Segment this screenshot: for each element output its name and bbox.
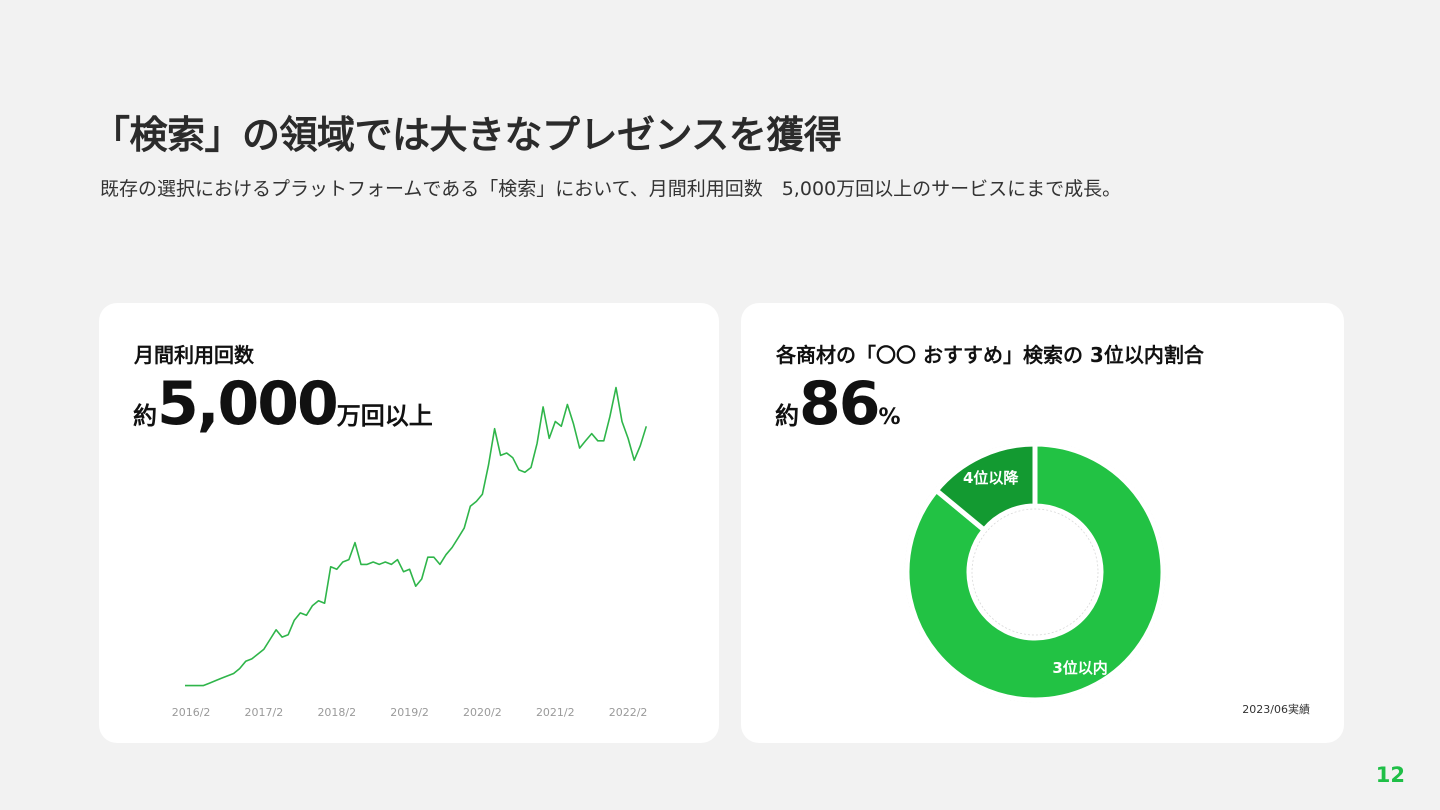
top3-share-card: 各商材の「〇〇 おすすめ」検索の 3位以内割合 約86% 3位以内 4位以降 20…: [741, 303, 1344, 743]
top3-share-figure: 約86%: [775, 369, 901, 439]
monthly-usage-figure: 約5,000万回以上: [133, 369, 433, 439]
donut-slice-label: 4位以降: [963, 469, 1019, 487]
donut-slice-top3: [904, 441, 1166, 703]
monthly-usage-number: 5,000: [157, 369, 339, 439]
approx-prefix: 約: [775, 402, 799, 430]
approx-prefix: 約: [133, 402, 157, 430]
top3-share-donut-chart: 3位以内 4位以降: [904, 441, 1166, 703]
usage-series-line: [185, 386, 648, 687]
monthly-usage-line-chart: 2016/2 2017/2 2018/2 2019/2 2020/2 2021/2 2022…: [172, 386, 648, 719]
donut-slice-rank4-below: [932, 441, 1038, 534]
data-period-note: 2023/06実績: [1242, 703, 1310, 716]
monthly-usage-unit: 万回以上: [336, 402, 433, 430]
page-title: 「検索」の領域では大きなプレゼンスを獲得: [92, 113, 842, 157]
x-tick-label: 2017/2: [245, 706, 284, 719]
x-tick-label: 2018/2: [317, 706, 356, 719]
top3-share-label: 各商材の「〇〇 おすすめ」検索の 3位以内割合: [776, 343, 1204, 367]
x-tick-label: 2016/2: [172, 706, 211, 719]
donut-inner-outline: [971, 508, 1099, 636]
x-tick-label: 2019/2: [390, 706, 429, 719]
percent-unit: %: [878, 405, 901, 430]
x-tick-label: 2020/2: [463, 706, 502, 719]
x-tick-label: 2022/2: [609, 706, 648, 719]
monthly-usage-card: 月間利用回数 約5,000万回以上 2016/2 2017/2 2018/2 2019…: [99, 303, 719, 743]
x-tick-label: 2021/2: [536, 706, 575, 719]
donut-slice-label: 3位以内: [1052, 659, 1107, 677]
top3-share-number: 86: [799, 369, 880, 439]
page-subtitle: 既存の選択におけるプラットフォームである「検索」において、月間利用回数 5,00…: [100, 178, 1122, 200]
page-number: 12: [1375, 763, 1405, 787]
monthly-usage-label: 月間利用回数: [134, 343, 254, 367]
